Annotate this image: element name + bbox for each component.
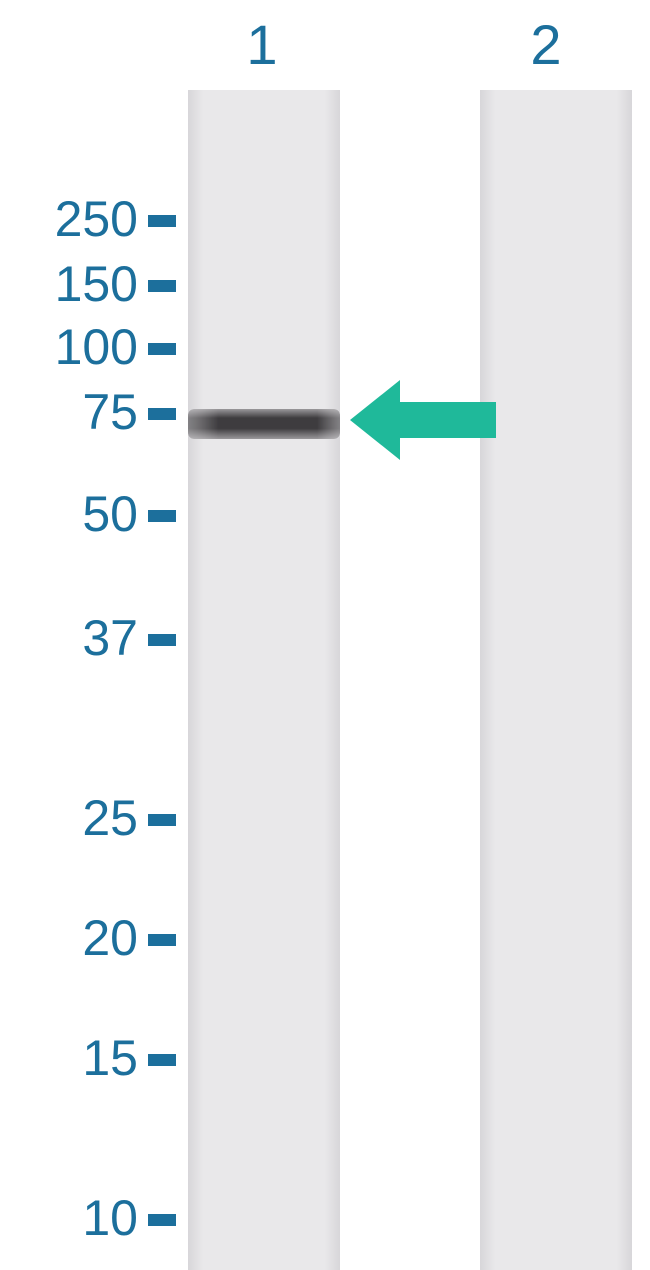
marker-tick-15 xyxy=(148,1054,176,1066)
marker-tick-25 xyxy=(148,814,176,826)
marker-tick-100 xyxy=(148,343,176,355)
marker-label-150: 150 xyxy=(0,259,138,309)
band-indicator-arrow-icon xyxy=(350,380,496,460)
lane-2-header: 2 xyxy=(506,12,586,77)
marker-label-50: 50 xyxy=(0,489,138,539)
marker-tick-150 xyxy=(148,280,176,292)
marker-label-75: 75 xyxy=(0,387,138,437)
marker-label-250: 250 xyxy=(0,194,138,244)
marker-label-20: 20 xyxy=(0,913,138,963)
marker-tick-50 xyxy=(148,510,176,522)
marker-tick-20 xyxy=(148,934,176,946)
western-blot-figure: 1 2 250 150 100 75 50 37 25 20 15 10 xyxy=(0,0,650,1270)
marker-tick-75 xyxy=(148,408,176,420)
marker-label-15: 15 xyxy=(0,1033,138,1083)
marker-tick-37 xyxy=(148,634,176,646)
marker-label-37: 37 xyxy=(0,613,138,663)
marker-tick-10 xyxy=(148,1214,176,1226)
marker-label-100: 100 xyxy=(0,322,138,372)
marker-label-25: 25 xyxy=(0,793,138,843)
lane-1-strip xyxy=(188,90,340,1270)
lane-2-strip xyxy=(480,90,632,1270)
band-lane-1 xyxy=(188,409,340,439)
marker-label-10: 10 xyxy=(0,1193,138,1243)
marker-tick-250 xyxy=(148,215,176,227)
lane-1-header: 1 xyxy=(222,12,302,77)
